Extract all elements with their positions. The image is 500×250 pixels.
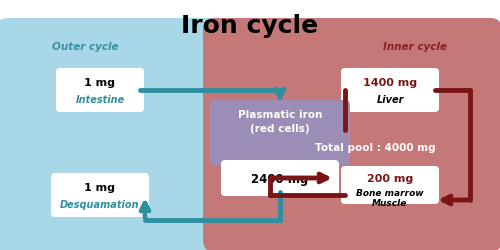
Text: Intestine: Intestine: [76, 95, 124, 105]
Text: 2400 mg: 2400 mg: [252, 174, 308, 186]
FancyBboxPatch shape: [56, 68, 144, 112]
Text: Inner cycle: Inner cycle: [383, 42, 447, 52]
Text: Liver: Liver: [376, 95, 404, 105]
Text: Total pool : 4000 mg: Total pool : 4000 mg: [314, 143, 436, 153]
FancyBboxPatch shape: [341, 166, 439, 204]
FancyBboxPatch shape: [51, 173, 149, 217]
Text: 1 mg: 1 mg: [84, 183, 116, 193]
Text: Muscle: Muscle: [372, 200, 408, 208]
FancyBboxPatch shape: [221, 160, 339, 196]
FancyBboxPatch shape: [203, 18, 500, 250]
Text: Iron cycle: Iron cycle: [182, 14, 318, 38]
FancyBboxPatch shape: [0, 18, 265, 250]
FancyBboxPatch shape: [210, 100, 350, 165]
Text: 200 mg: 200 mg: [367, 174, 413, 184]
Text: Desquamation: Desquamation: [60, 200, 140, 210]
Text: Bone marrow: Bone marrow: [356, 188, 424, 198]
Text: 1 mg: 1 mg: [84, 78, 116, 88]
Text: Outer cycle: Outer cycle: [52, 42, 118, 52]
Text: 1400 mg: 1400 mg: [363, 78, 417, 88]
FancyBboxPatch shape: [341, 68, 439, 112]
Text: Plasmatic iron
(red cells): Plasmatic iron (red cells): [238, 110, 322, 134]
